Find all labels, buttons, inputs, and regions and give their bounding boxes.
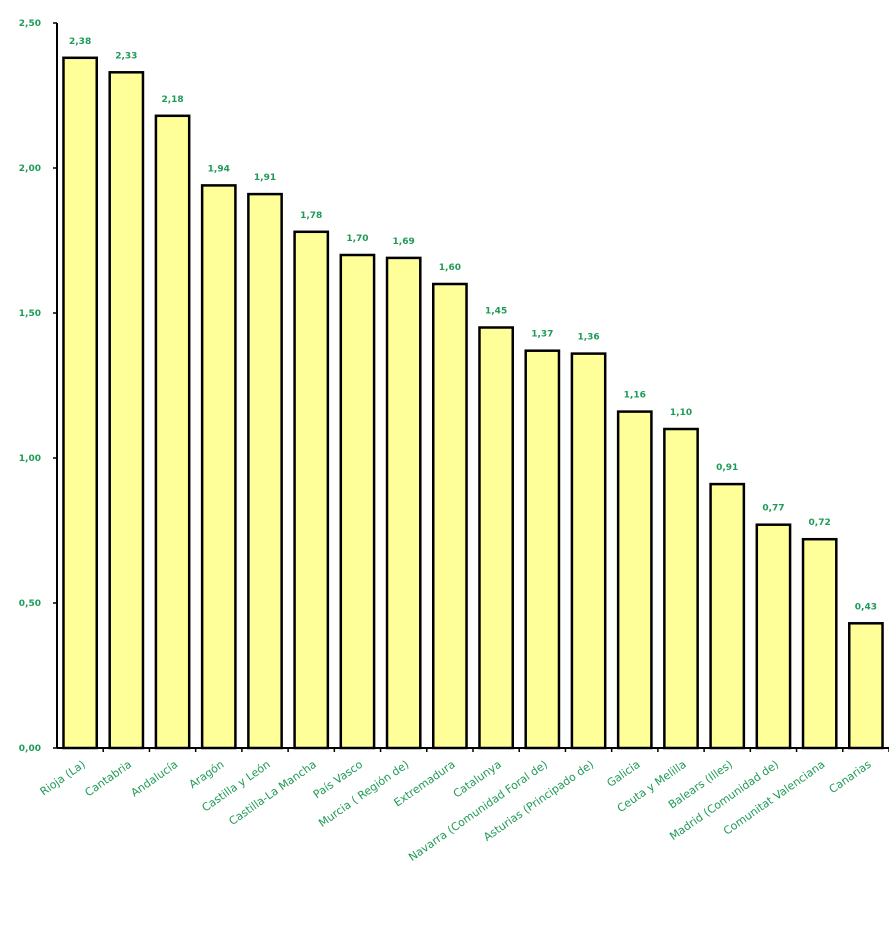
bar bbox=[62, 56, 99, 750]
bar bbox=[293, 230, 330, 750]
bar bbox=[663, 427, 699, 750]
bar bbox=[847, 622, 884, 750]
bar bbox=[154, 114, 191, 750]
y-tick-label: 2,00 bbox=[19, 164, 41, 174]
data-label: 1,16 bbox=[624, 391, 646, 401]
category-label: Canarias bbox=[827, 758, 874, 796]
y-tick-label: 2,50 bbox=[19, 19, 41, 29]
data-label: 1,10 bbox=[670, 408, 692, 418]
bar bbox=[709, 482, 746, 750]
bar bbox=[801, 537, 838, 750]
bar bbox=[755, 523, 792, 750]
bar bbox=[524, 349, 561, 750]
data-label: 0,72 bbox=[809, 518, 831, 528]
data-label: 2,33 bbox=[115, 51, 137, 61]
y-tick-label: 0,50 bbox=[19, 599, 41, 609]
category-label: Andalucía bbox=[129, 758, 181, 800]
y-tick-label: 1,00 bbox=[19, 454, 41, 464]
y-tick-label: 1,50 bbox=[19, 309, 41, 319]
bar bbox=[570, 352, 607, 750]
data-label: 1,94 bbox=[208, 164, 230, 174]
bar bbox=[478, 326, 515, 750]
data-label: 2,38 bbox=[69, 37, 91, 47]
bars bbox=[62, 56, 884, 750]
data-label: 1,91 bbox=[254, 173, 276, 183]
category-label: Rioja (La) bbox=[38, 758, 88, 799]
category-label: Cantabria bbox=[83, 758, 134, 799]
bar bbox=[616, 410, 653, 750]
data-label: 1,78 bbox=[300, 211, 322, 221]
bar bbox=[247, 192, 283, 750]
bar bbox=[431, 282, 468, 750]
data-label: 0,91 bbox=[716, 463, 738, 473]
data-label: 1,37 bbox=[531, 330, 553, 340]
bar bbox=[108, 71, 145, 750]
bar bbox=[385, 256, 422, 750]
y-tick-label: 0,00 bbox=[19, 744, 41, 754]
data-label: 1,70 bbox=[346, 234, 368, 244]
category-label: Castilla-La Mancha bbox=[227, 758, 319, 828]
category-label: Galicia bbox=[605, 758, 643, 790]
x-axis bbox=[57, 747, 889, 752]
data-label: 1,45 bbox=[485, 307, 507, 317]
value-labels: 2,38 2,33 2,18 1,94 1,91 1,78 1,70 1,69 1,60 1,45… bbox=[69, 37, 877, 612]
data-label: 1,60 bbox=[439, 263, 461, 273]
data-label: 2,18 bbox=[161, 95, 183, 105]
bar bbox=[339, 253, 376, 750]
y-axis: 0,00 0,50 1,00 1,50 2,00 2,50 bbox=[19, 19, 58, 754]
category-label: Aragón bbox=[187, 758, 227, 791]
data-label: 1,69 bbox=[393, 237, 415, 247]
data-label: 0,43 bbox=[855, 602, 877, 612]
bar bbox=[200, 184, 237, 750]
data-label: 0,77 bbox=[762, 504, 784, 514]
data-label: 1,36 bbox=[577, 333, 599, 343]
